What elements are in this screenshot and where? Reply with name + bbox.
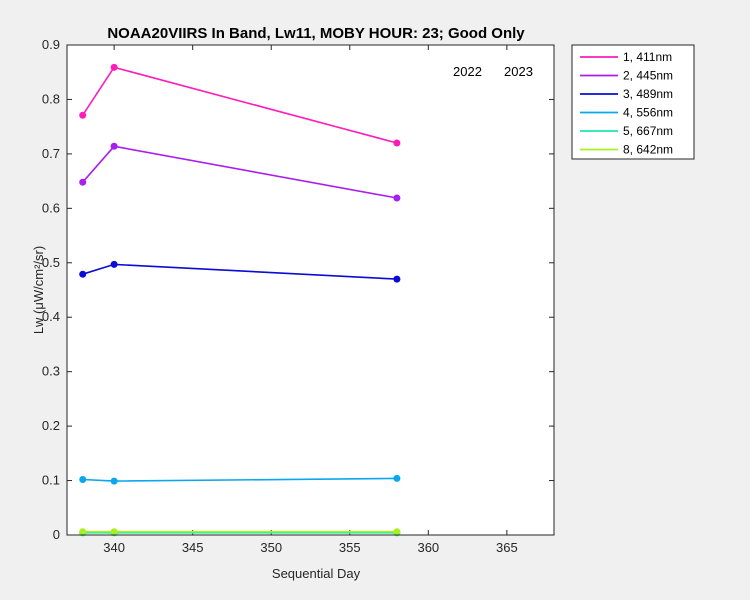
chart-title: NOAA20VIIRS In Band, Lw11, MOBY HOUR: 23… bbox=[107, 25, 525, 42]
year-annotation-2022: 2022 bbox=[453, 64, 482, 79]
x-axis-label: Sequential Day bbox=[272, 566, 361, 581]
series-8-642nm bbox=[79, 528, 401, 536]
series-1-411nm bbox=[79, 63, 401, 147]
ticks-layer: 340 345 350 355 360 365 0 0.1 0.2 0.3 0.4 0.5 0.6 0.7… bbox=[42, 37, 554, 555]
data-point bbox=[393, 474, 401, 482]
x-tick-label: 355 bbox=[339, 540, 361, 555]
legend-items: 1, 411nm 2, 445nm 3, 489nm 4, 556nm 5, 667nm… bbox=[580, 50, 673, 157]
data-point bbox=[79, 270, 87, 278]
y-tick-label: 0.4 bbox=[42, 309, 60, 324]
y-tick-label: 0.7 bbox=[42, 146, 60, 161]
data-point bbox=[110, 63, 118, 71]
data-point bbox=[79, 178, 87, 186]
legend-label: 4, 556nm bbox=[623, 106, 673, 120]
legend-box bbox=[571, 44, 695, 160]
data-point bbox=[110, 260, 118, 268]
data-point bbox=[393, 194, 401, 202]
legend-label: 2, 445nm bbox=[623, 69, 673, 83]
legend-label: 1, 411nm bbox=[623, 50, 672, 64]
data-point bbox=[393, 139, 401, 147]
data-point bbox=[110, 477, 118, 485]
y-tick-label: 0.5 bbox=[42, 255, 60, 270]
legend-label: 3, 489nm bbox=[623, 87, 673, 101]
data-point bbox=[110, 142, 118, 150]
x-tick-label: 350 bbox=[260, 540, 282, 555]
legend-label: 5, 667nm bbox=[623, 124, 673, 138]
y-tick-label: 0.6 bbox=[42, 200, 60, 215]
x-tick-label: 340 bbox=[103, 540, 125, 555]
data-point bbox=[110, 528, 118, 536]
plot-frame bbox=[66, 44, 555, 536]
plot-area bbox=[67, 45, 554, 535]
x-tick-label: 360 bbox=[417, 540, 439, 555]
data-point bbox=[393, 528, 401, 536]
data-point bbox=[79, 475, 87, 483]
y-tick-label: 0.8 bbox=[42, 91, 60, 106]
y-tick-label: 0.1 bbox=[42, 473, 60, 488]
x-tick-label: 365 bbox=[496, 540, 518, 555]
series-4-556nm bbox=[79, 474, 401, 485]
x-tick-label: 345 bbox=[182, 540, 204, 555]
y-tick-label: 0.9 bbox=[42, 37, 60, 52]
data-point bbox=[79, 528, 87, 536]
y-tick-label: 0.2 bbox=[42, 418, 60, 433]
series-3-489nm bbox=[79, 260, 401, 283]
y-axis-label: Lw (μW/cm²/sr) bbox=[31, 246, 46, 334]
y-tick-label: 0 bbox=[53, 527, 60, 542]
data-point bbox=[393, 275, 401, 283]
y-tick-label: 0.3 bbox=[42, 364, 60, 379]
legend: 1, 411nm 2, 445nm 3, 489nm 4, 556nm 5, 667nm… bbox=[571, 44, 695, 160]
series-2-445nm bbox=[79, 142, 401, 202]
year-annotation-2023: 2023 bbox=[504, 64, 533, 79]
legend-label: 8, 642nm bbox=[623, 143, 673, 157]
data-point bbox=[79, 111, 87, 119]
